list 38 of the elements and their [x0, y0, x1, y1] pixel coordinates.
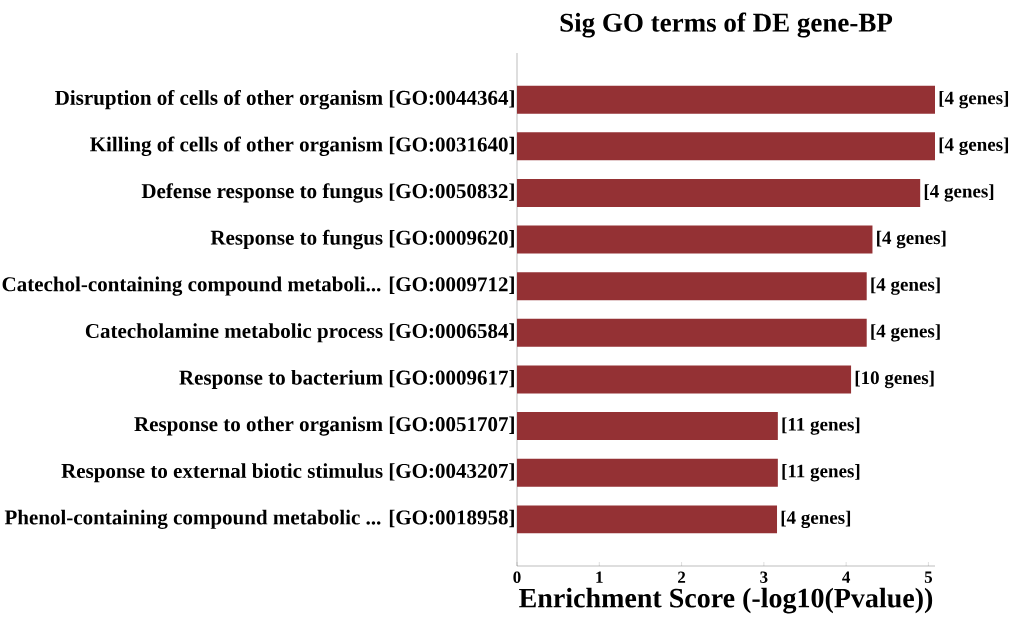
- x-tick-label: 0: [513, 571, 521, 583]
- bar: [517, 412, 778, 441]
- x-tick-label: 3: [760, 571, 768, 583]
- annotation: [4 genes]: [781, 510, 851, 529]
- x-tick-label: 5: [924, 571, 933, 583]
- x-tick-label: 2: [678, 571, 686, 583]
- bar: [517, 85, 935, 114]
- annotation: [4 genes]: [939, 90, 1009, 109]
- y-tick-label: Response to fungus [GO:0009620]: [210, 229, 514, 250]
- annotation: [4 genes]: [871, 277, 940, 295]
- annotation: [11 genes]: [782, 417, 860, 435]
- y-tick-label: Disruption of cells of other organism [GO:0044364]: [55, 89, 514, 110]
- bar: [517, 225, 873, 254]
- bar: [517, 458, 778, 487]
- bar: [517, 272, 867, 301]
- annotation: [4 genes]: [877, 230, 946, 249]
- annotation: [11 genes]: [782, 464, 860, 482]
- annotation: [4 genes]: [924, 184, 994, 202]
- annotation: [10 genes]: [855, 370, 934, 389]
- y-tick-label: Response to other organism [GO:0051707]: [134, 416, 514, 436]
- y-tick-label: Phenol-containing compound metabolic ... [GO:0018958]: [4, 509, 514, 529]
- y-tick-label: Defense response to fungus [GO:0050832]: [141, 183, 514, 203]
- bar: [517, 132, 935, 161]
- bar: [517, 318, 867, 347]
- x-tick-label: 1: [596, 571, 603, 583]
- bar: [517, 365, 852, 394]
- x-axis-title: Enrichment Score (-log10(Pvalue)): [519, 587, 933, 614]
- annotation: [4 genes]: [939, 137, 1009, 155]
- bar: [517, 178, 921, 207]
- y-tick-label: Catechol-containing compound metaboli... [GO:0009712]: [2, 276, 514, 296]
- chart-title: Sig GO terms of DE gene-BP: [560, 12, 893, 38]
- y-tick-label: Response to bacterium [GO:0009617]: [179, 369, 514, 389]
- annotation: [4 genes]: [871, 324, 940, 342]
- bar: [517, 505, 778, 534]
- y-tick-label: Catecholamine metabolic process [GO:0006584]: [85, 323, 514, 343]
- x-tick-label: 4: [842, 571, 851, 583]
- y-tick-label: Killing of cells of other organism [GO:0031640]: [90, 136, 514, 156]
- y-tick-label: Response to external biotic stimulus [GO:0043207]: [61, 463, 514, 483]
